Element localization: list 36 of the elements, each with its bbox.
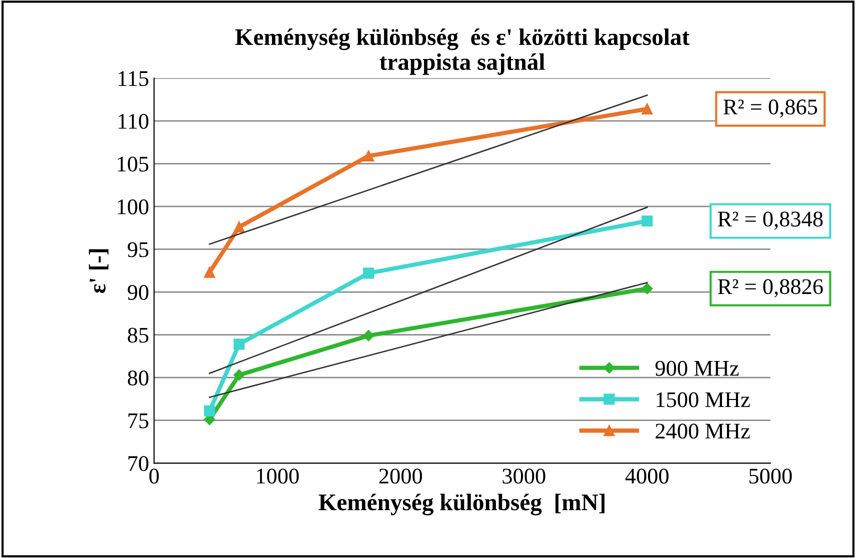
point <box>204 266 216 278</box>
x-tick-label: 3000 <box>502 468 546 484</box>
x-tick-label: 1000 <box>257 468 299 484</box>
y-tick-label: 80 <box>128 370 148 386</box>
point <box>234 369 245 381</box>
y-tick-label: 110 <box>118 114 148 129</box>
point <box>234 221 245 233</box>
x-tick-label: 5000 <box>749 468 792 484</box>
point <box>642 215 653 227</box>
y-tick-label: 105 <box>118 156 148 172</box>
x-tick-label: 4000 <box>625 468 669 484</box>
y-axis-title: ε' [-] <box>88 249 108 294</box>
point <box>642 282 653 294</box>
annotation: R² = 0,8826 <box>718 279 823 298</box>
chart-title: Keménység különbség és ε' közötti kapcsolat trappista sajtnál <box>235 28 690 75</box>
annotation: R² = 0,865 <box>723 99 818 118</box>
y-tick-label: 70 <box>128 456 148 472</box>
y-tick-label: 115 <box>118 71 148 86</box>
legend-label: 1500 MHz <box>656 392 750 408</box>
legend-label: 2400 MHz <box>656 424 750 439</box>
x-axis-title: Keménység különbség [mN] <box>318 494 604 516</box>
y-tick-label: 95 <box>128 242 148 258</box>
y-tick-label: 90 <box>128 284 148 300</box>
point <box>642 103 653 114</box>
y-tick-label: 75 <box>128 414 148 428</box>
annotation: R² = 0,8348 <box>718 212 823 230</box>
point <box>363 150 374 162</box>
point <box>234 338 245 350</box>
point <box>362 330 374 342</box>
y-tick-label: 85 <box>128 328 148 343</box>
legend-label: 900 MHz <box>655 360 739 376</box>
point <box>204 405 216 417</box>
y-tick-label: 100 <box>118 199 148 214</box>
x-tick-label: 0 <box>149 468 159 484</box>
point <box>363 268 374 279</box>
x-tick-label: 2000 <box>379 468 422 484</box>
